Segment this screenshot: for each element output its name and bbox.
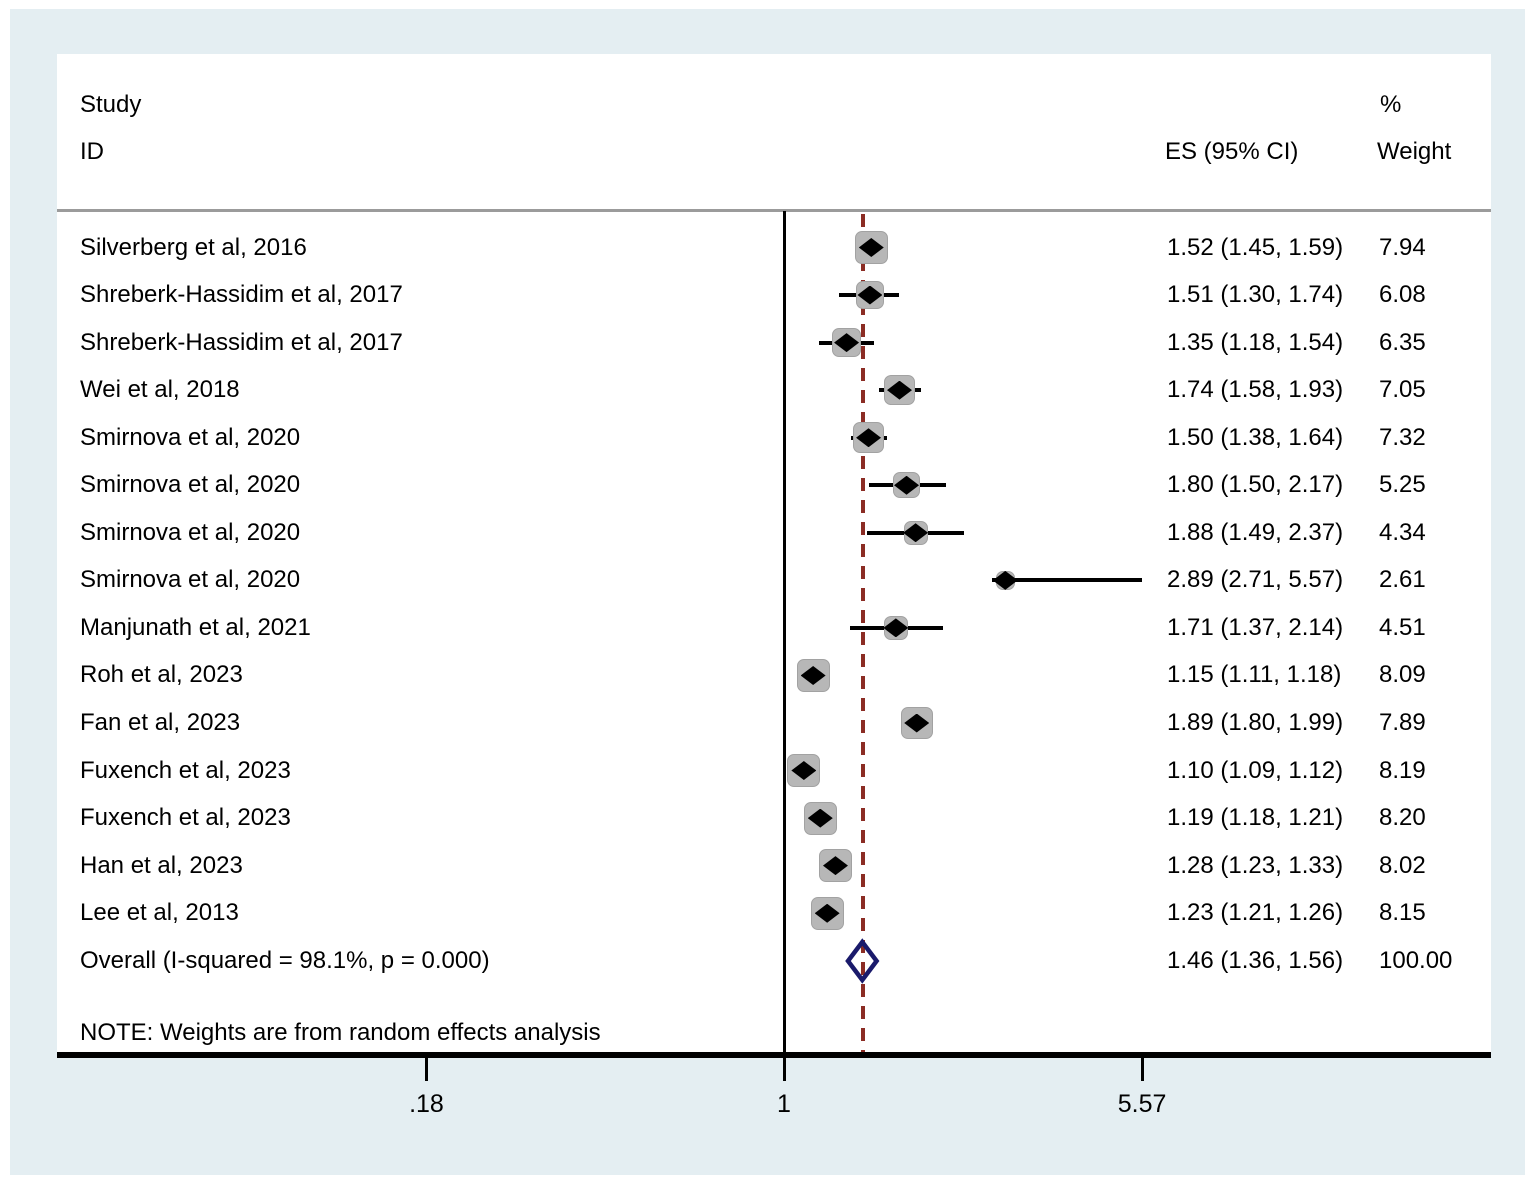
effect-point-marker	[886, 380, 912, 400]
effect-point-marker	[814, 903, 840, 923]
study-label: Shreberk-Hassidim et al, 2017	[80, 328, 403, 356]
header-divider-line	[57, 209, 1491, 212]
effect-point-marker	[834, 333, 860, 353]
study-label: Manjunath et al, 2021	[80, 613, 311, 641]
weight-value: 8.09	[1379, 661, 1426, 689]
es-ci-value: 1.80 (1.50, 2.17)	[1167, 471, 1344, 499]
study-label: Shreberk-Hassidim et al, 2017	[80, 281, 403, 309]
es-ci-value: 1.71 (1.37, 2.14)	[1167, 613, 1344, 641]
weight-value: 8.15	[1379, 899, 1426, 927]
null-effect-line	[782, 211, 786, 1052]
es-ci-value: 1.52 (1.45, 1.59)	[1167, 233, 1344, 261]
es-ci-value: 1.15 (1.11, 1.18)	[1167, 661, 1342, 689]
weight-value: 6.08	[1379, 281, 1426, 309]
effect-point-marker	[894, 475, 920, 495]
effect-point-marker	[992, 570, 1018, 590]
weight-value: 6.35	[1379, 328, 1426, 356]
note-text: NOTE: Weights are from random effects an…	[80, 1019, 601, 1046]
overall-weight-value: 100.00	[1379, 946, 1453, 974]
effect-point-marker	[904, 713, 930, 733]
study-label: Lee et al, 2013	[80, 899, 239, 927]
weight-value: 4.51	[1379, 613, 1426, 641]
es-ci-value: 1.89 (1.80, 1.99)	[1167, 709, 1344, 736]
es-ci-value: 1.28 (1.23, 1.33)	[1167, 851, 1344, 879]
es-ci-value: 1.19 (1.18, 1.21)	[1167, 804, 1344, 832]
weight-value: 5.25	[1379, 471, 1426, 499]
column-header-id: ID	[80, 138, 104, 165]
es-ci-value: 1.88 (1.49, 2.37)	[1167, 518, 1344, 546]
x-axis-tick	[424, 1058, 428, 1081]
es-ci-value: 2.89 (2.71, 5.57)	[1167, 566, 1344, 594]
x-axis-tick	[1140, 1058, 1144, 1081]
study-label: Fuxench et al, 2023	[80, 756, 291, 784]
x-axis-line	[57, 1052, 1491, 1058]
column-header-weight: Weight	[1377, 138, 1452, 165]
effect-point-marker	[800, 665, 826, 685]
weight-value: 7.94	[1379, 233, 1426, 261]
column-header-percent: %	[1380, 91, 1402, 118]
es-ci-value: 1.50 (1.38, 1.64)	[1167, 423, 1344, 451]
weight-value: 2.61	[1379, 566, 1426, 594]
weight-value: 4.34	[1379, 518, 1426, 546]
ci-whisker	[991, 578, 1143, 583]
weight-value: 7.89	[1379, 709, 1426, 736]
weight-value: 8.19	[1379, 756, 1426, 784]
pooled-estimate-dashed-line	[860, 214, 865, 1052]
study-label: Fuxench et al, 2023	[80, 804, 291, 832]
study-label: Smirnova et al, 2020	[80, 518, 301, 546]
es-ci-value: 1.51 (1.30, 1.74)	[1167, 281, 1344, 309]
weight-value: 7.32	[1379, 423, 1426, 451]
effect-point-marker	[883, 618, 909, 638]
effect-point-marker	[856, 428, 882, 448]
study-label: Silverberg et al, 2016	[80, 233, 307, 261]
column-header-study: Study	[80, 91, 142, 118]
x-axis-tick-label: 5.57	[1117, 1090, 1167, 1118]
weight-value: 8.02	[1379, 851, 1426, 879]
x-axis-tick-label: 1	[777, 1090, 791, 1118]
study-label: Han et al, 2023	[80, 851, 243, 879]
es-ci-value: 1.10 (1.09, 1.12)	[1167, 756, 1344, 784]
study-label: Smirnova et al, 2020	[80, 423, 301, 451]
overall-es-ci-value: 1.46 (1.36, 1.56)	[1167, 946, 1344, 974]
x-axis-tick-label: .18	[409, 1090, 444, 1118]
x-axis-tick	[782, 1058, 786, 1081]
weight-value: 7.05	[1379, 376, 1426, 404]
es-ci-value: 1.74 (1.58, 1.93)	[1167, 376, 1344, 404]
study-label: Smirnova et al, 2020	[80, 566, 301, 594]
effect-point-marker	[822, 856, 848, 876]
weight-value: 8.20	[1379, 804, 1426, 832]
study-label: Fan et al, 2023	[80, 709, 241, 736]
effect-point-marker	[807, 808, 833, 828]
study-label: Smirnova et al, 2020	[80, 471, 301, 499]
effect-point-marker	[858, 238, 884, 257]
overall-diamond	[845, 938, 880, 984]
overall-label: Overall (I-squared = 98.1%, p = 0.000)	[80, 946, 490, 974]
es-ci-value: 1.35 (1.18, 1.54)	[1167, 328, 1344, 356]
effect-point-marker	[857, 285, 883, 305]
study-label: Wei et al, 2018	[80, 376, 240, 404]
column-header-es: ES (95% CI)	[1165, 138, 1299, 165]
es-ci-value: 1.23 (1.21, 1.26)	[1167, 899, 1344, 927]
plot-area	[57, 54, 1491, 1054]
study-label: Roh et al, 2023	[80, 661, 243, 689]
effect-point-marker	[791, 761, 817, 781]
effect-point-marker	[903, 523, 929, 543]
